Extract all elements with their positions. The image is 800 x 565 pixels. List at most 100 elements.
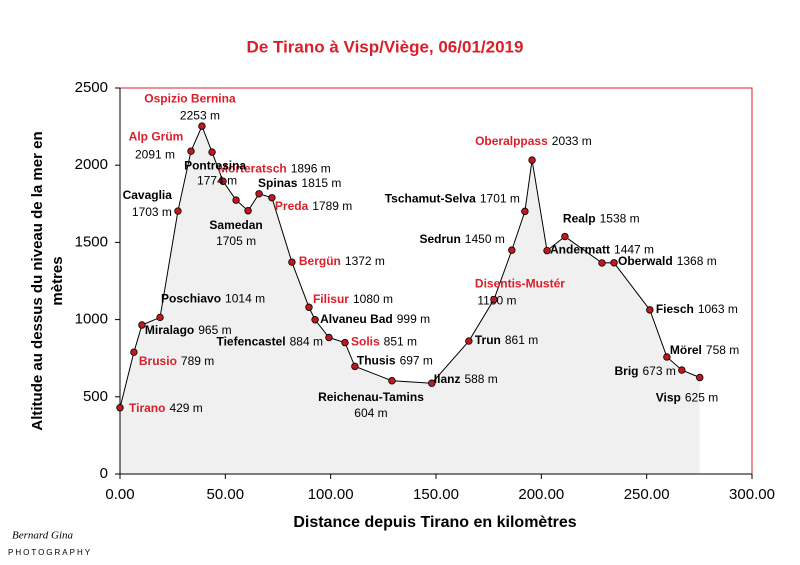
point xyxy=(198,122,206,130)
point xyxy=(678,366,686,374)
point-name: Oberalppass xyxy=(475,134,548,148)
y-tick-label: 1000 xyxy=(75,311,108,328)
point-name: Brusio xyxy=(139,354,177,368)
point xyxy=(663,353,671,361)
point-name: Spinas xyxy=(258,176,298,190)
point-label: Alvaneu Bad 999 m xyxy=(320,312,430,326)
value-label: 2091 m xyxy=(135,147,175,161)
x-tick-label: 100.00 xyxy=(308,486,354,503)
watermark: PHOTOGRAPHY xyxy=(8,548,92,557)
y-tick-label: 0 xyxy=(100,465,108,482)
point xyxy=(465,337,473,345)
point-label: Mörel 758 m xyxy=(670,343,739,357)
point xyxy=(268,194,276,202)
value-label: 673 m xyxy=(642,364,675,378)
point-name: Fiesch xyxy=(656,302,694,316)
point xyxy=(341,338,349,347)
point-name: Tirano xyxy=(129,401,165,415)
x-tick-label: 50.00 xyxy=(207,486,245,503)
value-label: 965 m xyxy=(198,323,231,337)
point-label: Spinas 1815 m xyxy=(258,176,341,190)
point-name: Disentis-Mustér xyxy=(475,277,565,291)
point xyxy=(543,246,551,255)
point-name: Samedan xyxy=(209,218,262,232)
point-label: Filisur 1080 m xyxy=(313,292,393,306)
point-label: Tschamut-Selva 1701 m xyxy=(385,192,520,206)
point xyxy=(219,177,227,185)
point xyxy=(325,333,333,342)
point xyxy=(610,259,618,267)
value-label: 1372 m xyxy=(345,254,385,268)
point-name: Cavaglia xyxy=(123,188,173,202)
point-label: Bergün 1372 m xyxy=(299,254,385,268)
y-axis-label-line: mètres xyxy=(49,256,66,305)
point-name: Miralago xyxy=(145,323,194,337)
value-label: 1705 m xyxy=(216,234,256,248)
value-label: 1450 m xyxy=(465,232,505,246)
value-label: 1080 m xyxy=(353,292,393,306)
point xyxy=(351,362,359,371)
point xyxy=(130,348,138,356)
point-name: Mörel xyxy=(670,343,702,357)
point xyxy=(561,232,569,241)
point-label: Tiefencastel 884 m xyxy=(216,335,323,349)
y-tick-label: 1500 xyxy=(75,233,108,250)
value-label: 1447 m xyxy=(614,243,654,257)
x-tick-label: 200.00 xyxy=(518,486,564,503)
x-axis-label: Distance depuis Tirano en kilomètres xyxy=(293,514,576,531)
point-name: Bergün xyxy=(299,254,341,268)
x-tick-label: 300.00 xyxy=(729,486,775,503)
watermark: Bernard Gina xyxy=(12,530,74,542)
point xyxy=(244,207,252,215)
value-label: 789 m xyxy=(181,354,214,368)
point-name: Poschiavo xyxy=(161,292,221,306)
chart-title: De Tirano à Visp/Viège, 06/01/2019 xyxy=(247,37,524,56)
point-label: Morteratsch 1896 m xyxy=(218,161,331,175)
point-name: Ospizio Bernina xyxy=(144,91,236,105)
point xyxy=(646,306,654,314)
point-label: Brusio 789 m xyxy=(139,354,214,368)
point-label: Preda 1789 m xyxy=(275,199,352,213)
y-tick-label: 2500 xyxy=(75,79,108,96)
point-name: Morteratsch xyxy=(218,161,287,175)
point-name: Brig xyxy=(614,364,638,378)
y-axis-label: Altitude au dessus du niveau de la mer e… xyxy=(29,131,66,430)
point-label: Thusis 697 m xyxy=(357,354,433,368)
point xyxy=(696,373,704,382)
value-label: 884 m xyxy=(290,335,323,349)
point-label: Andermatt 1447 m xyxy=(550,243,654,257)
point-name: Preda xyxy=(275,199,309,213)
point xyxy=(174,207,182,215)
x-tick-label: 250.00 xyxy=(624,486,670,503)
y-tick-label: 2000 xyxy=(75,156,108,173)
value-label: 1774 m xyxy=(197,173,237,187)
point xyxy=(508,246,516,254)
point xyxy=(232,196,240,204)
x-tick-label: 150.00 xyxy=(413,486,459,503)
point-name: Alp Grüm xyxy=(129,129,184,143)
point xyxy=(208,148,216,156)
point-label: Poschiavo 1014 m xyxy=(161,292,265,306)
point xyxy=(255,190,263,198)
point-label: Realp 1538 m xyxy=(563,212,640,226)
point-label: Solis 851 m xyxy=(351,335,417,349)
point xyxy=(490,295,498,304)
point xyxy=(428,379,436,387)
value-label: 697 m xyxy=(400,354,433,368)
point-name: Visp xyxy=(656,391,681,405)
point-label: Brig 673 m xyxy=(614,364,675,378)
point-label: Ilanz 588 m xyxy=(434,372,498,386)
point-name: Oberwald xyxy=(618,254,673,268)
line xyxy=(119,124,700,408)
value-label: 1896 m xyxy=(291,161,331,175)
value-label: 588 m xyxy=(464,372,497,386)
point xyxy=(288,258,296,266)
value-label: 861 m xyxy=(505,333,538,347)
point-label: Miralago 965 m xyxy=(145,323,232,337)
point-name: Tiefencastel xyxy=(216,335,285,349)
point xyxy=(138,321,146,329)
value-label: 1014 m xyxy=(225,292,265,306)
value-label: 758 m xyxy=(706,343,739,357)
